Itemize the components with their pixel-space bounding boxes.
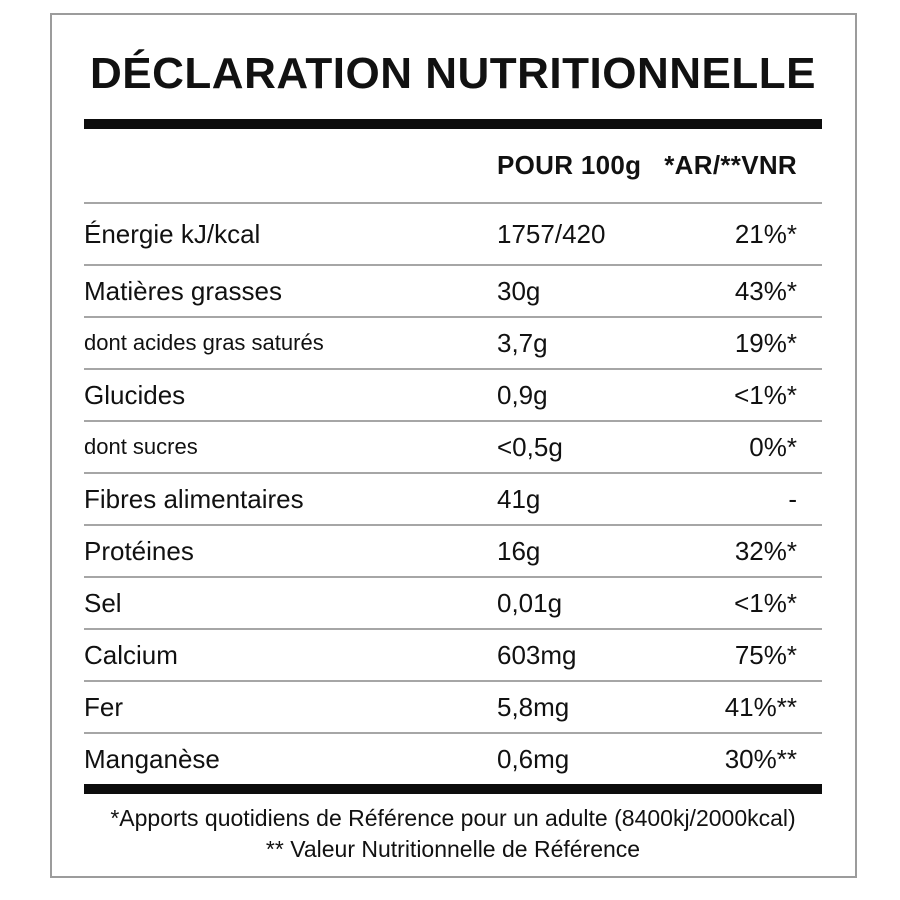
table-row: Protéines 16g 32%* xyxy=(84,524,822,576)
row-reference: - xyxy=(788,483,797,514)
row-label: Manganèse xyxy=(84,743,220,774)
table-row: dont acides gras saturés 3,7g 19%* xyxy=(84,316,822,368)
row-reference: 75%* xyxy=(734,639,797,670)
row-amount: 41g xyxy=(497,483,541,514)
table-body: Énergie kJ/kcal 1757/420 21%* Matières g… xyxy=(84,202,822,784)
row-reference: 43%* xyxy=(734,275,797,306)
row-amount: 0,9g xyxy=(497,379,548,410)
row-amount: 603mg xyxy=(497,639,577,670)
row-label: Fibres alimentaires xyxy=(84,483,304,514)
page-title: DÉCLARATION NUTRITIONNELLE xyxy=(90,49,816,98)
row-label: Glucides xyxy=(84,379,186,410)
row-amount: 5,8mg xyxy=(497,691,570,722)
row-label: dont acides gras saturés xyxy=(84,330,324,355)
table-row: Matières grasses 30g 43%* xyxy=(84,264,822,316)
table-row: Fibres alimentaires 41g - xyxy=(84,472,822,524)
row-amount: 16g xyxy=(497,535,541,566)
row-label: Protéines xyxy=(84,535,194,566)
row-reference: 32%* xyxy=(734,535,797,566)
row-label: Énergie kJ/kcal xyxy=(84,218,261,249)
row-reference: 0%* xyxy=(749,431,797,462)
row-label: Calcium xyxy=(84,639,178,670)
row-label: dont sucres xyxy=(84,434,198,459)
nutrition-label-card: DÉCLARATION NUTRITIONNELLE POUR 100g *AR… xyxy=(50,13,857,878)
row-reference: 21%* xyxy=(734,218,797,249)
table-row: Fer 5,8mg 41%** xyxy=(84,680,822,732)
table-header: POUR 100g *AR/**VNR xyxy=(84,129,822,202)
row-reference: 41%** xyxy=(724,691,797,722)
row-label: Sel xyxy=(84,587,122,618)
footnotes: *Apports quotidiens de Référence pour un… xyxy=(84,803,822,865)
table-row: Manganèse 0,6mg 30%** xyxy=(84,732,822,784)
row-amount: <0,5g xyxy=(497,431,563,462)
row-amount: 3,7g xyxy=(497,327,548,358)
bottom-rule xyxy=(84,784,822,794)
row-reference: 19%* xyxy=(734,327,797,358)
column-header-amount: POUR 100g xyxy=(497,150,642,180)
row-label: Matières grasses xyxy=(84,275,282,306)
row-reference: <1%* xyxy=(734,379,797,410)
footnote-nutritional-reference: ** Valeur Nutritionnelle de Référence xyxy=(265,836,641,862)
row-label: Fer xyxy=(84,691,123,722)
top-rule xyxy=(84,119,822,129)
row-amount: 1757/420 xyxy=(497,218,606,249)
table-row: Calcium 603mg 75%* xyxy=(84,628,822,680)
row-amount: 0,01g xyxy=(497,587,563,618)
row-reference: 30%** xyxy=(724,743,797,774)
footnote-daily-reference: *Apports quotidiens de Référence pour un… xyxy=(110,805,796,831)
table-row: Sel 0,01g <1%* xyxy=(84,576,822,628)
table-row: dont sucres <0,5g 0%* xyxy=(84,420,822,472)
row-amount: 0,6mg xyxy=(497,743,570,774)
table-row: Glucides 0,9g <1%* xyxy=(84,368,822,420)
table-row: Énergie kJ/kcal 1757/420 21%* xyxy=(84,202,822,264)
column-header-reference: *AR/**VNR xyxy=(664,150,797,180)
row-reference: <1%* xyxy=(734,587,797,618)
row-amount: 30g xyxy=(497,275,541,306)
